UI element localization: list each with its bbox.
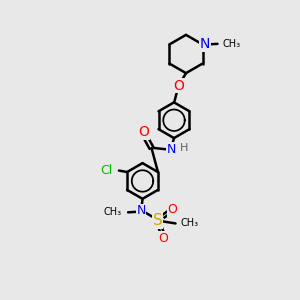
Text: O: O (159, 232, 168, 245)
Text: N: N (200, 37, 210, 51)
Text: N: N (136, 204, 146, 217)
Text: CH₃: CH₃ (103, 207, 122, 217)
Text: Cl: Cl (100, 164, 112, 177)
Text: H: H (179, 143, 188, 153)
Text: O: O (173, 79, 184, 93)
Text: N: N (166, 143, 176, 156)
Text: O: O (139, 125, 149, 139)
Text: CH₃: CH₃ (181, 218, 199, 228)
Text: S: S (153, 213, 162, 228)
Text: CH₃: CH₃ (223, 39, 241, 49)
Text: O: O (167, 203, 177, 216)
